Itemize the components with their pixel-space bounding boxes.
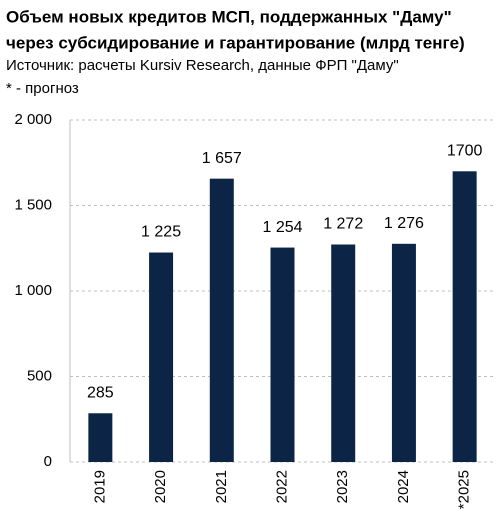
chart-note: * - прогноз bbox=[6, 80, 79, 97]
y-tick-label: 500 bbox=[27, 367, 52, 384]
x-tick-label: 2020 bbox=[152, 470, 169, 503]
y-tick-label: 2 000 bbox=[14, 111, 52, 128]
value-label: 1 225 bbox=[141, 224, 181, 241]
bar bbox=[88, 413, 113, 462]
value-label: 1 657 bbox=[202, 150, 242, 167]
x-tick-label: 2023 bbox=[334, 470, 351, 503]
x-tick-label: 2019 bbox=[91, 470, 108, 503]
x-tick-label: 2022 bbox=[273, 470, 290, 503]
bar bbox=[149, 252, 174, 462]
chart-subtitle: Источник: расчеты Kursiv Research, данны… bbox=[6, 57, 399, 74]
y-tick-label: 1 500 bbox=[14, 196, 52, 213]
x-tick-label: 2021 bbox=[213, 470, 230, 503]
bar bbox=[452, 171, 477, 463]
value-label: 1 276 bbox=[384, 215, 424, 232]
value-label: 285 bbox=[87, 384, 114, 401]
chart-title-line: Объем новых кредитов МСП, поддержанных "… bbox=[6, 7, 452, 26]
bar bbox=[270, 247, 295, 462]
y-tick-label: 1 000 bbox=[14, 282, 52, 299]
bar bbox=[391, 243, 416, 462]
value-label: 1 272 bbox=[323, 216, 363, 233]
bar bbox=[331, 244, 356, 462]
value-label: 1 254 bbox=[262, 219, 302, 236]
bar bbox=[209, 178, 234, 462]
x-tick-label: 2024 bbox=[395, 470, 412, 503]
value-label: 1700 bbox=[447, 143, 483, 160]
y-tick-label: 0 bbox=[44, 453, 52, 470]
x-tick-label: *2025 bbox=[456, 470, 473, 509]
chart-title-line: через субсидирование и гарантирование (м… bbox=[6, 33, 465, 52]
